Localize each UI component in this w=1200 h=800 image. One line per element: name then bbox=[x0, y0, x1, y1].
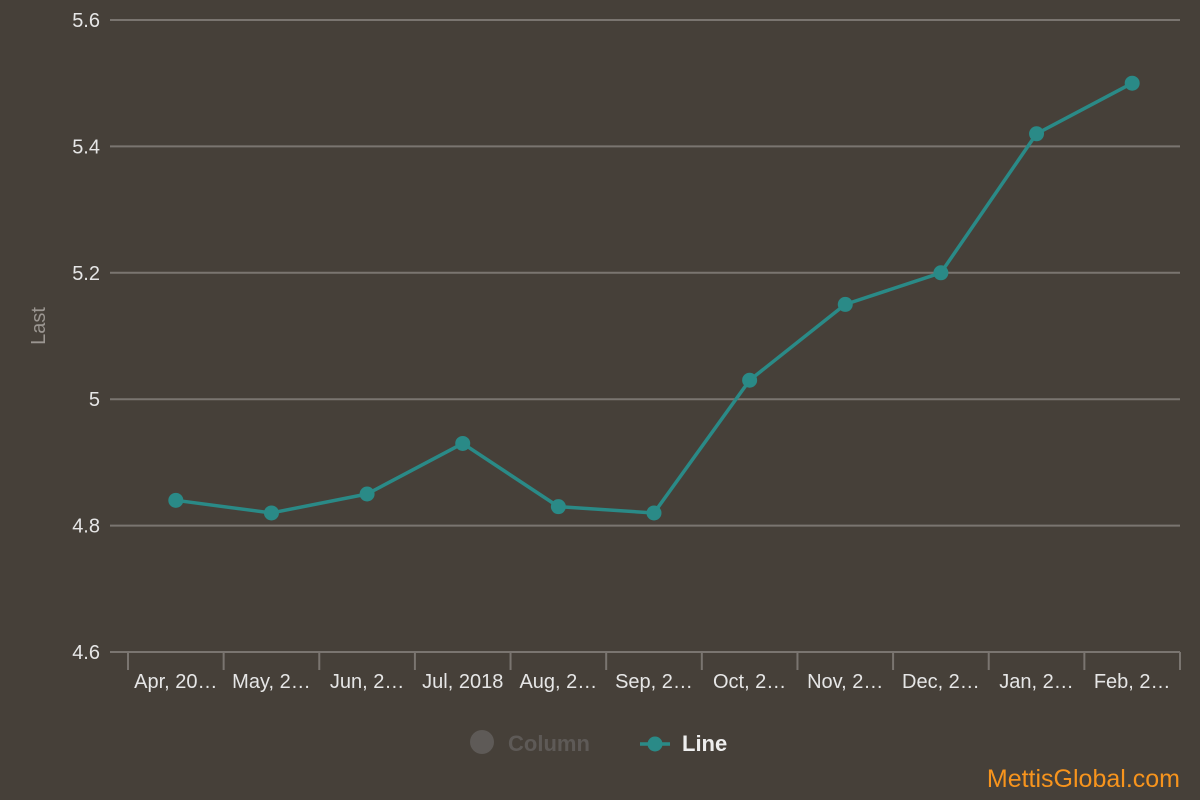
x-tick-label: Feb, 2… bbox=[1094, 671, 1171, 693]
x-tick-label: Jun, 2… bbox=[330, 671, 404, 693]
x-tick-label: Apr, 20… bbox=[134, 671, 217, 693]
y-tick-label: 5 bbox=[89, 389, 100, 411]
x-tick-label: Nov, 2… bbox=[807, 671, 883, 693]
legend[interactable]: Column Line bbox=[470, 730, 727, 756]
data-point[interactable] bbox=[646, 505, 662, 521]
data-point[interactable] bbox=[455, 435, 471, 451]
y-tick-label: 4.6 bbox=[72, 642, 100, 664]
x-tick-label: Jan, 2… bbox=[999, 671, 1073, 693]
x-tick-label: Jul, 2018 bbox=[422, 671, 503, 693]
x-tick-label: Sep, 2… bbox=[615, 671, 693, 693]
data-point[interactable] bbox=[742, 372, 758, 388]
y-tick-label: 4.8 bbox=[72, 516, 100, 538]
line-marker-icon bbox=[640, 736, 670, 752]
series-layer bbox=[168, 75, 1140, 521]
y-tick-label: 5.2 bbox=[72, 263, 100, 285]
y-tick-label: 5.4 bbox=[72, 136, 100, 158]
data-point[interactable] bbox=[837, 296, 853, 312]
data-point[interactable] bbox=[550, 499, 566, 515]
x-tick-label: Aug, 2… bbox=[519, 671, 597, 693]
data-point[interactable] bbox=[359, 486, 375, 502]
data-point[interactable] bbox=[168, 492, 184, 508]
circle-icon bbox=[470, 730, 494, 754]
x-tick-label: May, 2… bbox=[232, 671, 311, 693]
x-tick-label: Oct, 2… bbox=[713, 671, 786, 693]
data-point[interactable] bbox=[263, 505, 279, 521]
data-point[interactable] bbox=[1029, 126, 1045, 142]
x-axis: Apr, 20… May, 2… Jun, 2… Jul, 2018 Aug, 2… Se… bbox=[110, 651, 1181, 693]
data-point[interactable] bbox=[1124, 75, 1140, 91]
legend-label: Line bbox=[682, 731, 727, 756]
grid-lines bbox=[110, 19, 1180, 527]
legend-label: Column bbox=[508, 731, 590, 756]
legend-item-column[interactable]: Column bbox=[470, 730, 590, 756]
watermark-text[interactable]: MettisGlobal.com bbox=[986, 765, 1180, 793]
series-line[interactable] bbox=[175, 81, 1133, 515]
data-point[interactable] bbox=[933, 265, 949, 281]
y-axis: 4.6 4.8 5 5.2 5.4 5.6 bbox=[72, 10, 100, 664]
y-tick-label: 5.6 bbox=[72, 10, 100, 32]
y-axis-label: Last bbox=[28, 307, 50, 345]
x-tick-label: Dec, 2… bbox=[902, 671, 980, 693]
legend-item-line[interactable]: Line bbox=[640, 731, 727, 756]
